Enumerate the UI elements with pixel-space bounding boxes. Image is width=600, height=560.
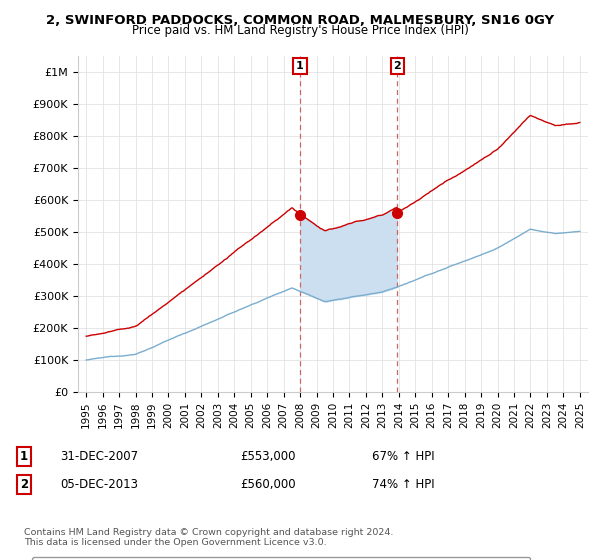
Text: 2: 2 [394,61,401,71]
Text: £560,000: £560,000 [240,478,296,491]
Text: 1: 1 [20,450,28,463]
Text: 67% ↑ HPI: 67% ↑ HPI [372,450,434,463]
Text: 2, SWINFORD PADDOCKS, COMMON ROAD, MALMESBURY, SN16 0GY: 2, SWINFORD PADDOCKS, COMMON ROAD, MALME… [46,14,554,27]
Text: 2: 2 [20,478,28,491]
Text: 1: 1 [296,61,304,71]
Text: 05-DEC-2013: 05-DEC-2013 [60,478,138,491]
Text: Contains HM Land Registry data © Crown copyright and database right 2024.
This d: Contains HM Land Registry data © Crown c… [24,528,394,547]
Text: £553,000: £553,000 [240,450,296,463]
Text: 31-DEC-2007: 31-DEC-2007 [60,450,138,463]
Legend: 2, SWINFORD PADDOCKS, COMMON ROAD, MALMESBURY, SN16 0GY (detached house), HPI: A: 2, SWINFORD PADDOCKS, COMMON ROAD, MALME… [32,557,530,560]
Text: Price paid vs. HM Land Registry's House Price Index (HPI): Price paid vs. HM Land Registry's House … [131,24,469,37]
Text: 74% ↑ HPI: 74% ↑ HPI [372,478,434,491]
